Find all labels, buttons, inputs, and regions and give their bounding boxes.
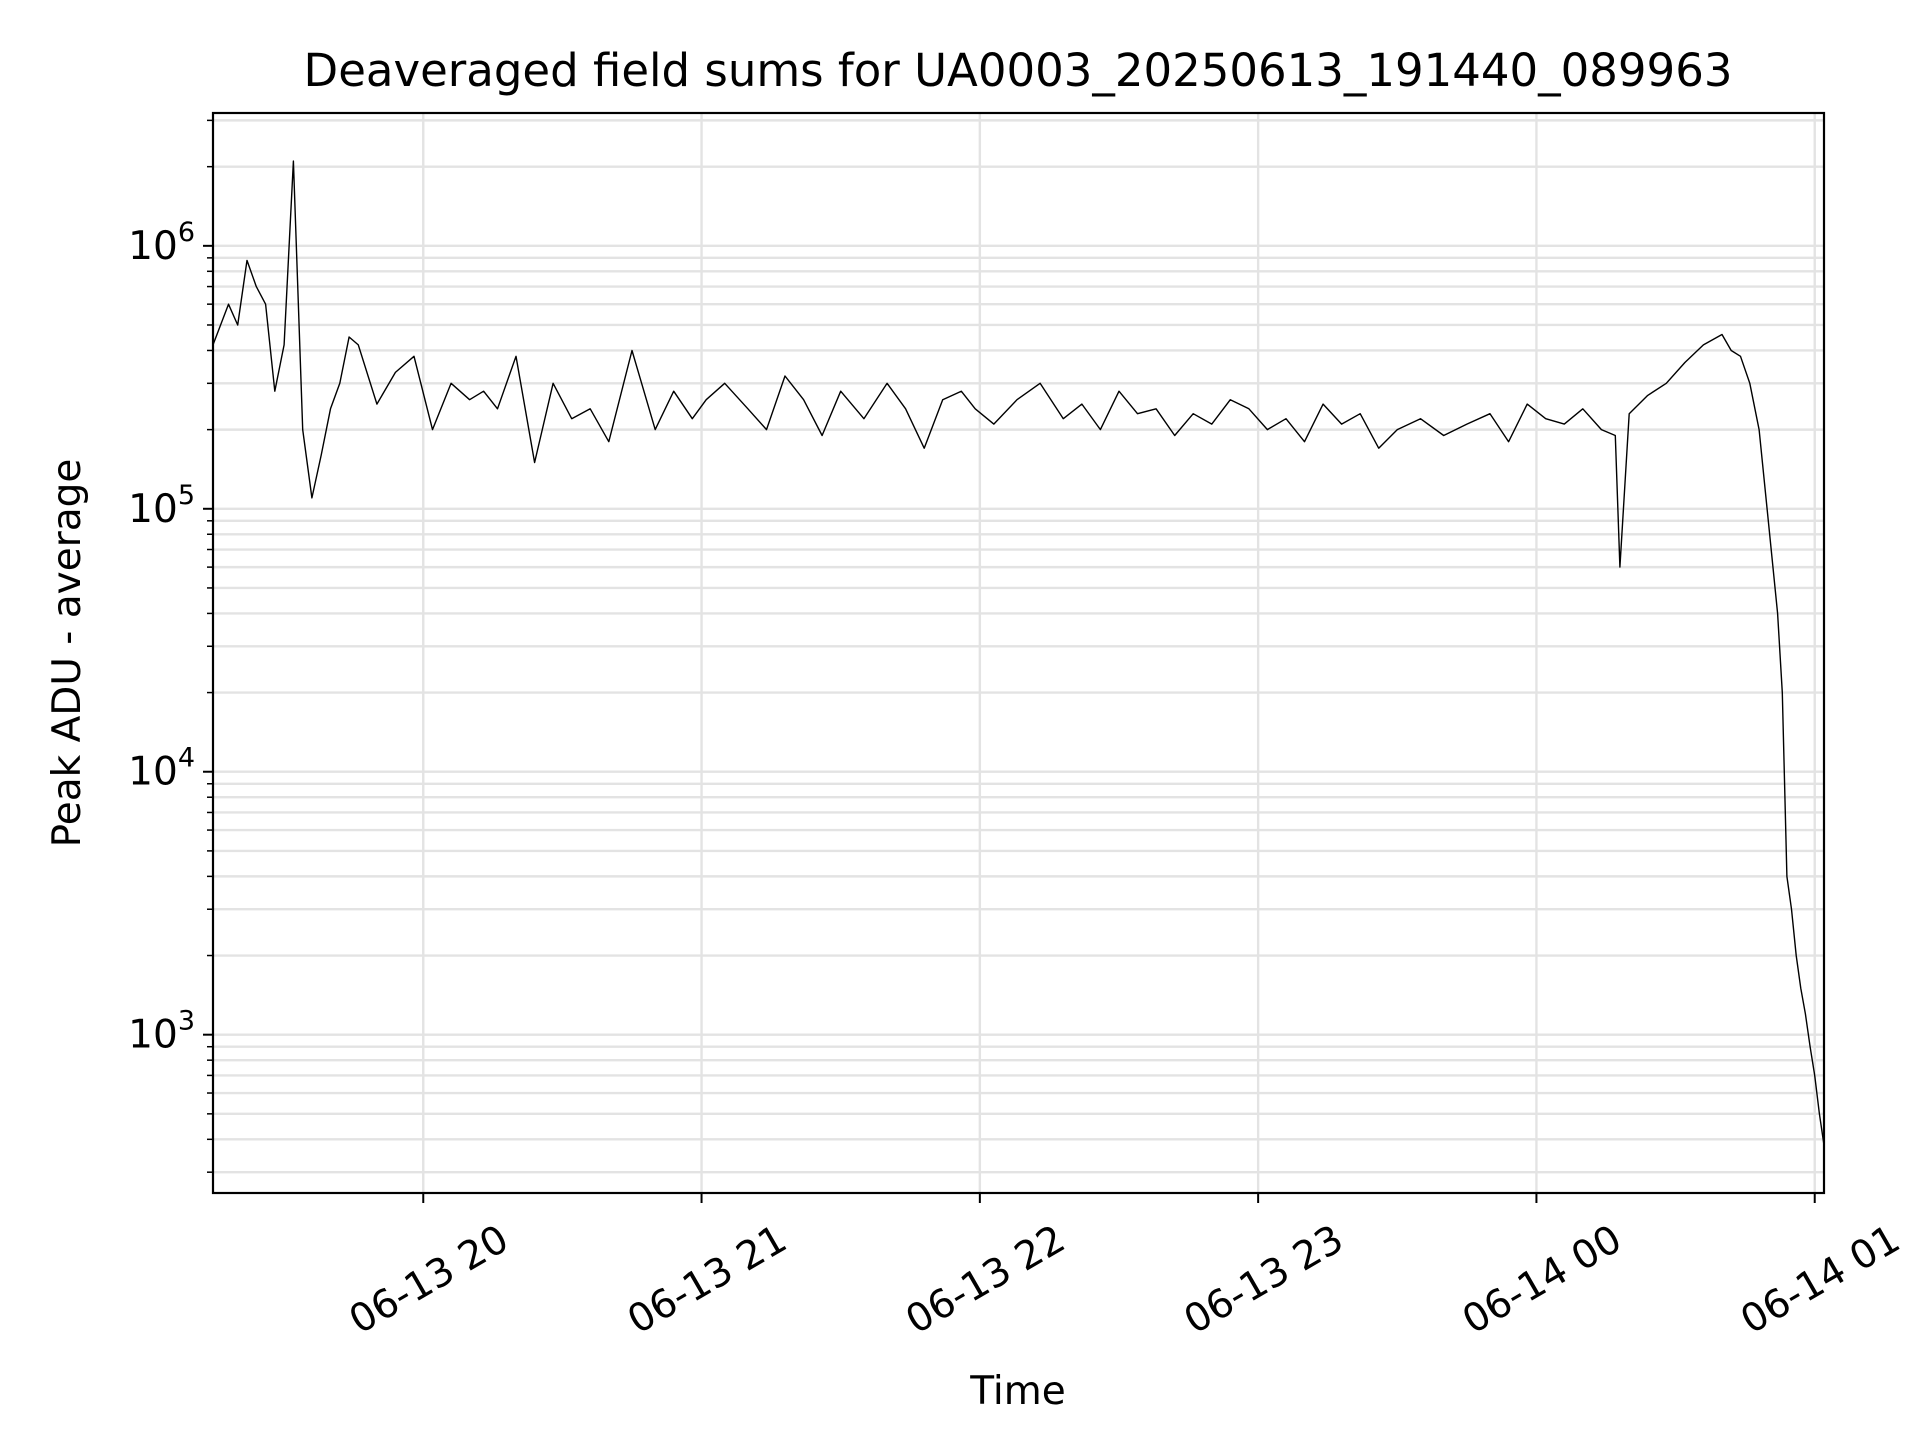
- x-tick-label: 06-13 22: [898, 1217, 1072, 1344]
- chart-title: Deaveraged field sums for UA0003_2025061…: [304, 44, 1733, 97]
- x-tick-label: 06-13 20: [342, 1217, 516, 1344]
- series-layer: [212, 160, 1825, 1146]
- x-tick-label: 06-13 21: [620, 1217, 794, 1344]
- y-tick-label: 106: [128, 217, 195, 269]
- x-tick-label: 06-13 23: [1177, 1217, 1351, 1344]
- x-tick-label: 06-14 01: [1733, 1217, 1907, 1344]
- y-tick-label: 105: [128, 480, 195, 532]
- x-axis-label: Time: [969, 1369, 1065, 1414]
- y-axis-label: Peak ADU - average: [45, 459, 90, 848]
- y-tick-label: 104: [128, 743, 195, 795]
- series-line: [212, 160, 1825, 1146]
- y-tick-label: 103: [128, 1006, 195, 1058]
- plot-frame: [211, 111, 1826, 1195]
- grid: [213, 113, 1824, 1193]
- x-tick-label: 06-14 00: [1455, 1217, 1629, 1344]
